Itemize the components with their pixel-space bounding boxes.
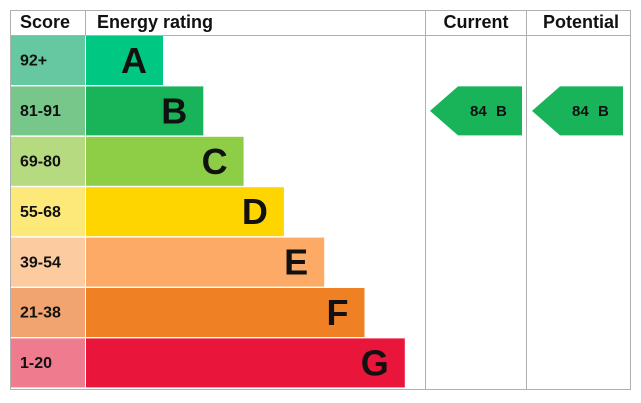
score-cell: [11, 338, 85, 388]
rating-letter: B: [161, 90, 187, 131]
score-cell: [11, 136, 85, 186]
score-cell: [11, 288, 85, 337]
score-cell: [11, 237, 85, 287]
score-label: 55-68: [20, 204, 61, 221]
score-cell: [11, 86, 85, 136]
rating-letter: D: [242, 191, 268, 232]
rating-letter: C: [202, 141, 228, 182]
rating-bar: [86, 237, 325, 287]
header-potential: Potential: [543, 12, 619, 32]
rating-bar: [86, 288, 365, 337]
score-label: 69-80: [20, 154, 61, 171]
score-label: 21-38: [20, 305, 61, 322]
rating-letter: F: [327, 292, 349, 333]
rating-bar: [86, 86, 204, 136]
rating-bar: [86, 338, 405, 388]
potential-band: B: [598, 103, 609, 120]
score-label: 1-20: [20, 355, 52, 372]
header-score: Score: [20, 12, 70, 32]
score-cell: [11, 187, 85, 237]
score-label: 39-54: [20, 254, 61, 271]
header-rating: Energy rating: [97, 12, 213, 32]
score-label: 92+: [20, 53, 47, 70]
rating-letter: G: [361, 342, 389, 383]
current-arrow: [430, 86, 522, 136]
rating-bar: [86, 187, 284, 237]
current-band: B: [496, 103, 507, 120]
potential-arrow: [532, 86, 623, 136]
score-label: 81-91: [20, 103, 61, 120]
rating-bar: [86, 136, 244, 186]
rating-letter: A: [121, 40, 147, 81]
rating-bar: [86, 36, 163, 85]
header-current: Current: [443, 12, 508, 32]
current-score: 84: [470, 103, 487, 120]
frame: [10, 10, 631, 390]
potential-score: 84: [572, 103, 589, 120]
score-cell: [11, 36, 85, 85]
rating-letter: E: [284, 242, 308, 283]
